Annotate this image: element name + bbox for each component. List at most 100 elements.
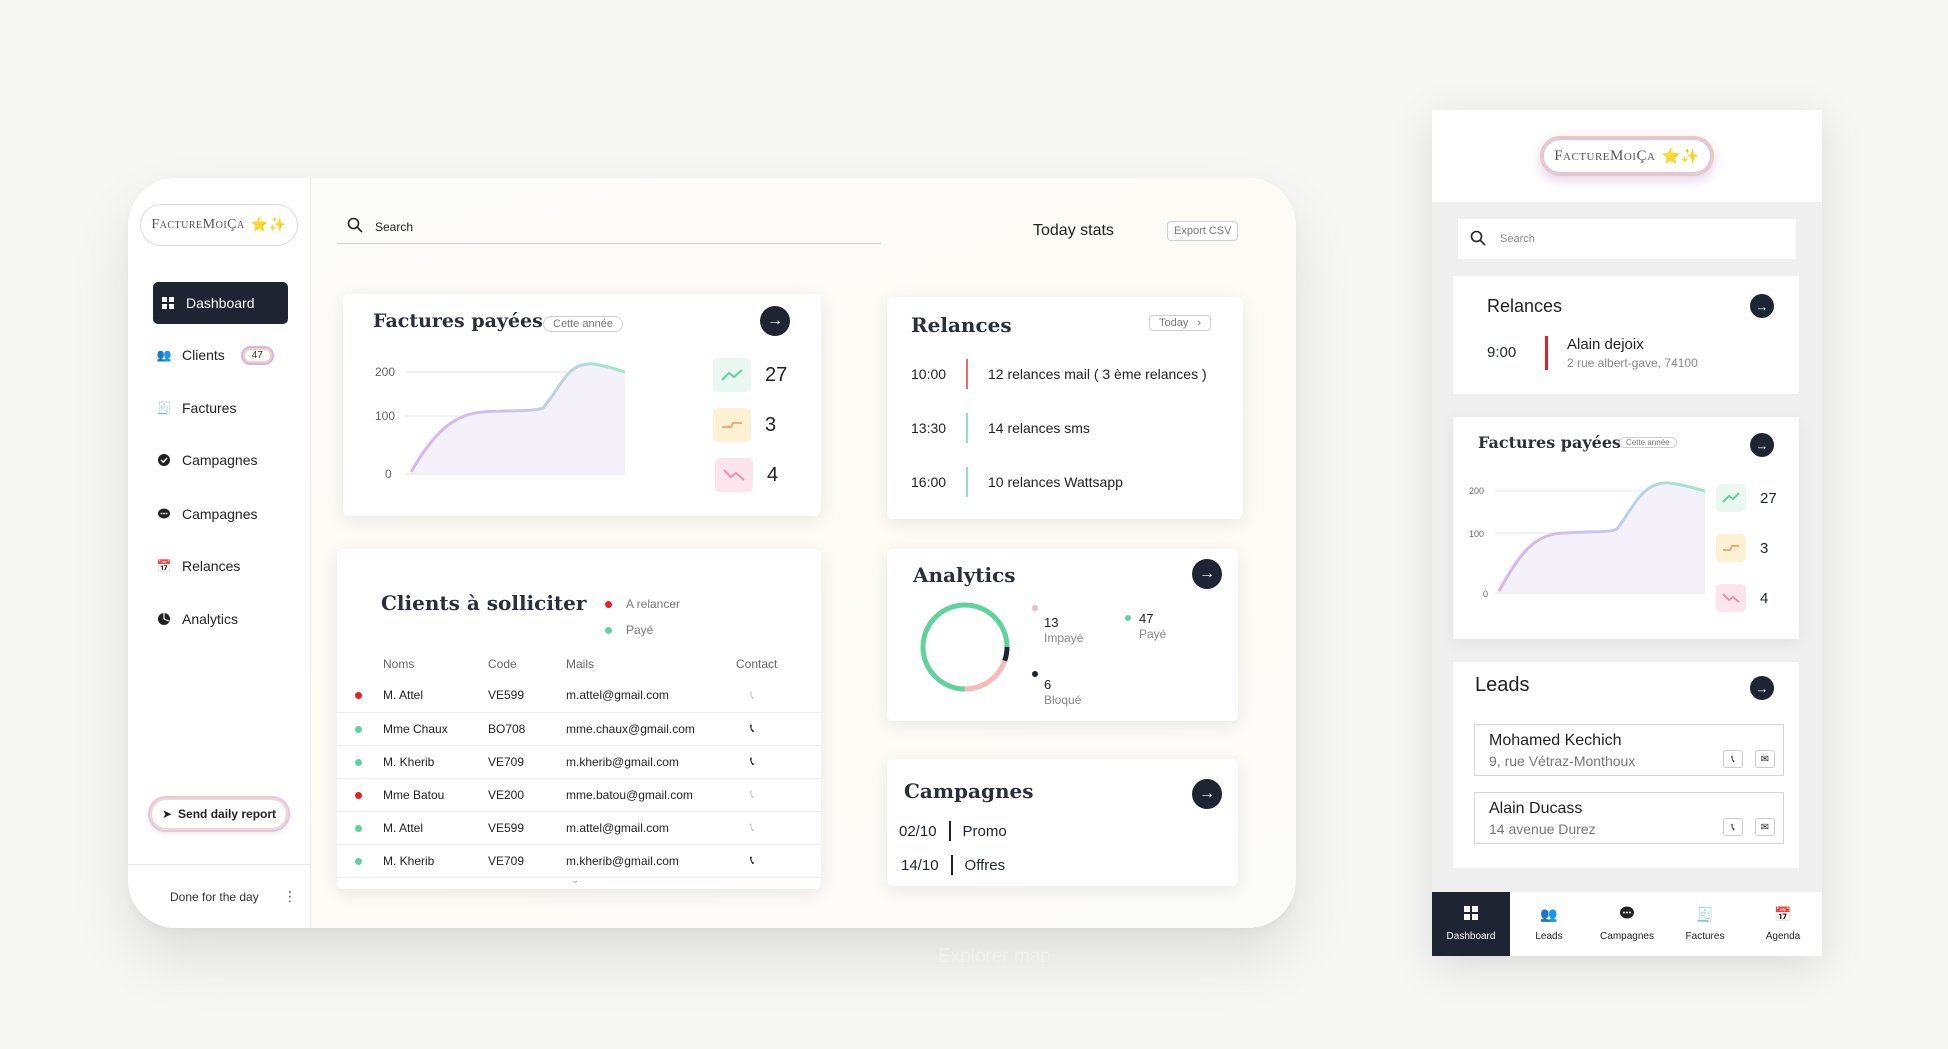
analytics-open-button[interactable]: →: [1192, 559, 1222, 589]
phone-icon[interactable]: 📞︎: [736, 844, 821, 878]
relance-text: 10 relances Wattsapp: [988, 474, 1123, 490]
chevron-down-icon[interactable]: ⌄: [571, 875, 580, 886]
star-icon: ⭐✨: [250, 217, 287, 233]
client-code: VE200: [488, 778, 566, 812]
calendar-icon: 📅: [1774, 906, 1792, 922]
report-button-label: Send daily report: [178, 807, 277, 821]
col-noms[interactable]: Noms: [383, 657, 415, 671]
users-icon: 👥: [1540, 906, 1558, 922]
chart-area: [1499, 482, 1705, 593]
legend-dot: [605, 600, 612, 608]
sidebar-item-campagnes-2[interactable]: Campagnes: [153, 493, 288, 535]
search-bar[interactable]: Search: [337, 210, 881, 244]
mail-icon[interactable]: ✉: [1755, 750, 1775, 768]
client-mail[interactable]: mme.chaux@gmail.com: [566, 712, 736, 746]
more-menu-icon[interactable]: ⋮: [283, 888, 297, 904]
client-mail[interactable]: m.attel@gmail.com: [566, 811, 736, 845]
client-code: VE599: [488, 811, 566, 845]
col-contact[interactable]: Contact: [736, 657, 778, 671]
col-code[interactable]: Code: [488, 657, 517, 671]
phone-icon[interactable]: 📞︎: [736, 811, 821, 845]
client-mail[interactable]: m.attel@gmail.com: [566, 679, 736, 713]
tab-leads[interactable]: 👥 Leads: [1510, 892, 1588, 956]
arrow-right-icon: →: [1199, 785, 1215, 802]
y-tick-200: 200: [375, 365, 395, 379]
stat-flat: 3: [713, 408, 776, 442]
col-mails[interactable]: Mails: [566, 657, 595, 671]
client-mail[interactable]: m.kherib@gmail.com: [566, 745, 736, 779]
period-chip[interactable]: Cette année: [1619, 437, 1677, 448]
client-mail[interactable]: m.kherib@gmail.com: [566, 844, 736, 878]
table-row[interactable]: M. Attel VE599 m.attel@gmail.com 📞︎: [337, 679, 821, 713]
donut-segment-bloque: [920, 602, 1010, 692]
period-chip[interactable]: Cette année: [543, 316, 623, 332]
table-row[interactable]: M. Attel VE599 m.attel@gmail.com 📞︎: [337, 811, 821, 845]
client-mail[interactable]: mme.batou@gmail.com: [566, 778, 736, 812]
pie-icon: [157, 612, 171, 626]
legend-dot: [1125, 615, 1131, 621]
tab-agenda[interactable]: 📅 Agenda: [1744, 892, 1822, 956]
campagnes-open-button[interactable]: →: [1192, 779, 1222, 809]
client-code: BO708: [488, 712, 566, 746]
analytics-value: 47: [1139, 611, 1154, 626]
sidebar-item-dashboard[interactable]: Dashboard: [153, 282, 288, 324]
factures-open-button[interactable]: →: [760, 306, 790, 336]
tab-campagnes[interactable]: Campagnes: [1588, 892, 1666, 956]
table-row[interactable]: Mme Batou VE200 mme.batou@gmail.com 📞︎: [337, 778, 821, 812]
search-input[interactable]: Search: [375, 219, 414, 234]
sidebar-item-factures[interactable]: 🧾 Factures: [153, 387, 288, 429]
phone-icon[interactable]: 📞︎: [736, 712, 821, 746]
brand-logo[interactable]: FactureMoiÇa ⭐✨: [140, 204, 298, 246]
mobile-search-bar[interactable]: Search: [1458, 219, 1796, 259]
campagne-row[interactable]: 14/10 Offres: [901, 855, 1005, 875]
brand-name: FactureMoiÇa: [1554, 147, 1656, 164]
mail-icon[interactable]: ✉: [1755, 818, 1775, 836]
brand-name: FactureMoiÇa: [151, 217, 245, 232]
table-row[interactable]: M. Kherib VE709 m.kherib@gmail.com 📞︎: [337, 844, 821, 878]
sidebar-item-analytics[interactable]: Analytics: [153, 598, 288, 640]
phone-icon[interactable]: 📞︎: [736, 745, 821, 779]
table-row[interactable]: M. Kherib VE709 m.kherib@gmail.com 📞︎: [337, 745, 821, 779]
relance-row[interactable]: 16:00 10 relances Wattsapp: [911, 467, 1123, 497]
explorer-map-link[interactable]: Explorer map: [938, 946, 1051, 967]
export-csv-button[interactable]: Export CSV: [1167, 221, 1239, 241]
check-circle-icon: [157, 453, 171, 467]
brand-logo[interactable]: FactureMoiÇa ⭐✨: [1540, 136, 1714, 176]
arrow-right-icon: →: [1755, 298, 1769, 314]
analytics-card: Analytics → 13 Impayé 47 Payé 6 Bloqué: [887, 549, 1238, 721]
send-daily-report-button[interactable]: ➤ Send daily report: [148, 796, 290, 832]
legend-a-relancer: A relancer: [605, 597, 680, 611]
relance-bar: [1545, 336, 1548, 370]
sidebar-item-clients[interactable]: 👥 Clients 47: [153, 334, 288, 376]
phone-icon[interactable]: 📞︎: [736, 778, 821, 812]
lead-item[interactable]: Mohamed Kechich 9, rue Vétraz-Monthoux 📞…: [1474, 724, 1784, 776]
analytics-value: 6: [1044, 677, 1052, 692]
sidebar-item-relances[interactable]: 📅 Relances: [153, 545, 288, 587]
tab-label: Leads: [1535, 931, 1563, 942]
today-chip-label: Today: [1159, 317, 1189, 329]
phone-icon[interactable]: 📞︎: [736, 679, 821, 713]
tab-dashboard[interactable]: Dashboard: [1432, 892, 1510, 956]
lead-item[interactable]: Alain Ducass 14 avenue Durez 📞︎ ✉: [1474, 792, 1784, 844]
sidebar-item-campagnes[interactable]: Campagnes: [153, 439, 288, 481]
table-row[interactable]: Mme Chaux BO708 mme.chaux@gmail.com 📞︎: [337, 712, 821, 746]
today-chip[interactable]: Today ›: [1149, 315, 1212, 331]
today-stats-label: Today stats: [1033, 222, 1114, 239]
phone-icon[interactable]: 📞︎: [1723, 818, 1743, 836]
phone-icon[interactable]: 📞︎: [1723, 750, 1743, 768]
relance-name[interactable]: Alain dejoix: [1567, 336, 1644, 353]
sidebar-item-label: Clients: [182, 347, 225, 363]
client-name: M. Kherib: [383, 844, 488, 878]
client-code: VE709: [488, 844, 566, 878]
leads-open-button[interactable]: →: [1750, 676, 1774, 700]
relances-open-button[interactable]: →: [1750, 294, 1774, 318]
trend-flat-icon: [713, 408, 751, 442]
tab-factures[interactable]: 🧾 Factures: [1666, 892, 1744, 956]
legend-label: A relancer: [626, 597, 681, 611]
relance-row[interactable]: 10:00 12 relances mail ( 3 ème relances ): [911, 359, 1207, 389]
relance-row[interactable]: 13:30 14 relances sms: [911, 413, 1090, 443]
factures-open-button[interactable]: →: [1750, 433, 1774, 457]
trend-flat-icon: [1716, 534, 1746, 562]
campagne-row[interactable]: 02/10 Promo: [899, 821, 1007, 841]
search-input[interactable]: Search: [1500, 233, 1535, 245]
